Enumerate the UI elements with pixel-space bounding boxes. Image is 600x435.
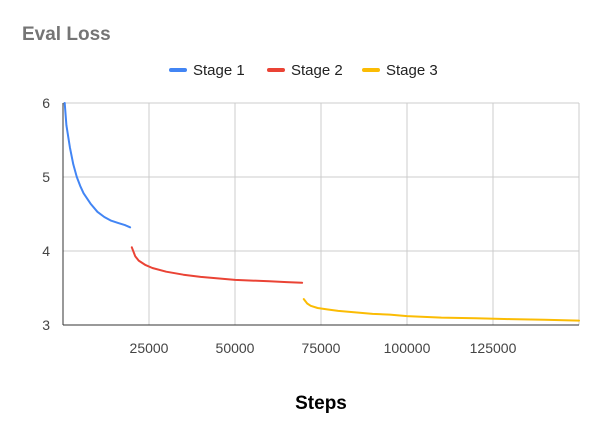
x-tick-label: 125000 [470,340,517,356]
axes [62,103,579,326]
series-lines [63,102,580,322]
series-line-stage-2 [130,246,304,284]
y-tick-label: 5 [42,169,50,185]
y-tick-label: 3 [42,317,50,333]
tick-labels: 3 4 5 6 25000 50000 75000 100000 125000 [42,95,516,356]
grid [63,102,580,325]
series-line-stage-3 [302,298,580,322]
chart-title: Eval Loss [22,24,111,45]
legend-label-stage-3: Stage 3 [386,62,438,79]
legend-label-stage-1: Stage 1 [193,62,245,79]
x-tick-label: 100000 [384,340,431,356]
x-tick-label: 25000 [130,340,169,356]
x-axis-label: Steps [295,393,347,414]
y-tick-label: 6 [42,95,50,111]
legend-label-stage-2: Stage 2 [291,62,343,79]
legend: Stage 1 Stage 2 Stage 3 [169,62,438,79]
y-tick-label: 4 [42,243,50,259]
x-tick-label: 50000 [216,340,255,356]
x-tick-label: 75000 [302,340,341,356]
series-line-stage-1 [63,102,132,229]
